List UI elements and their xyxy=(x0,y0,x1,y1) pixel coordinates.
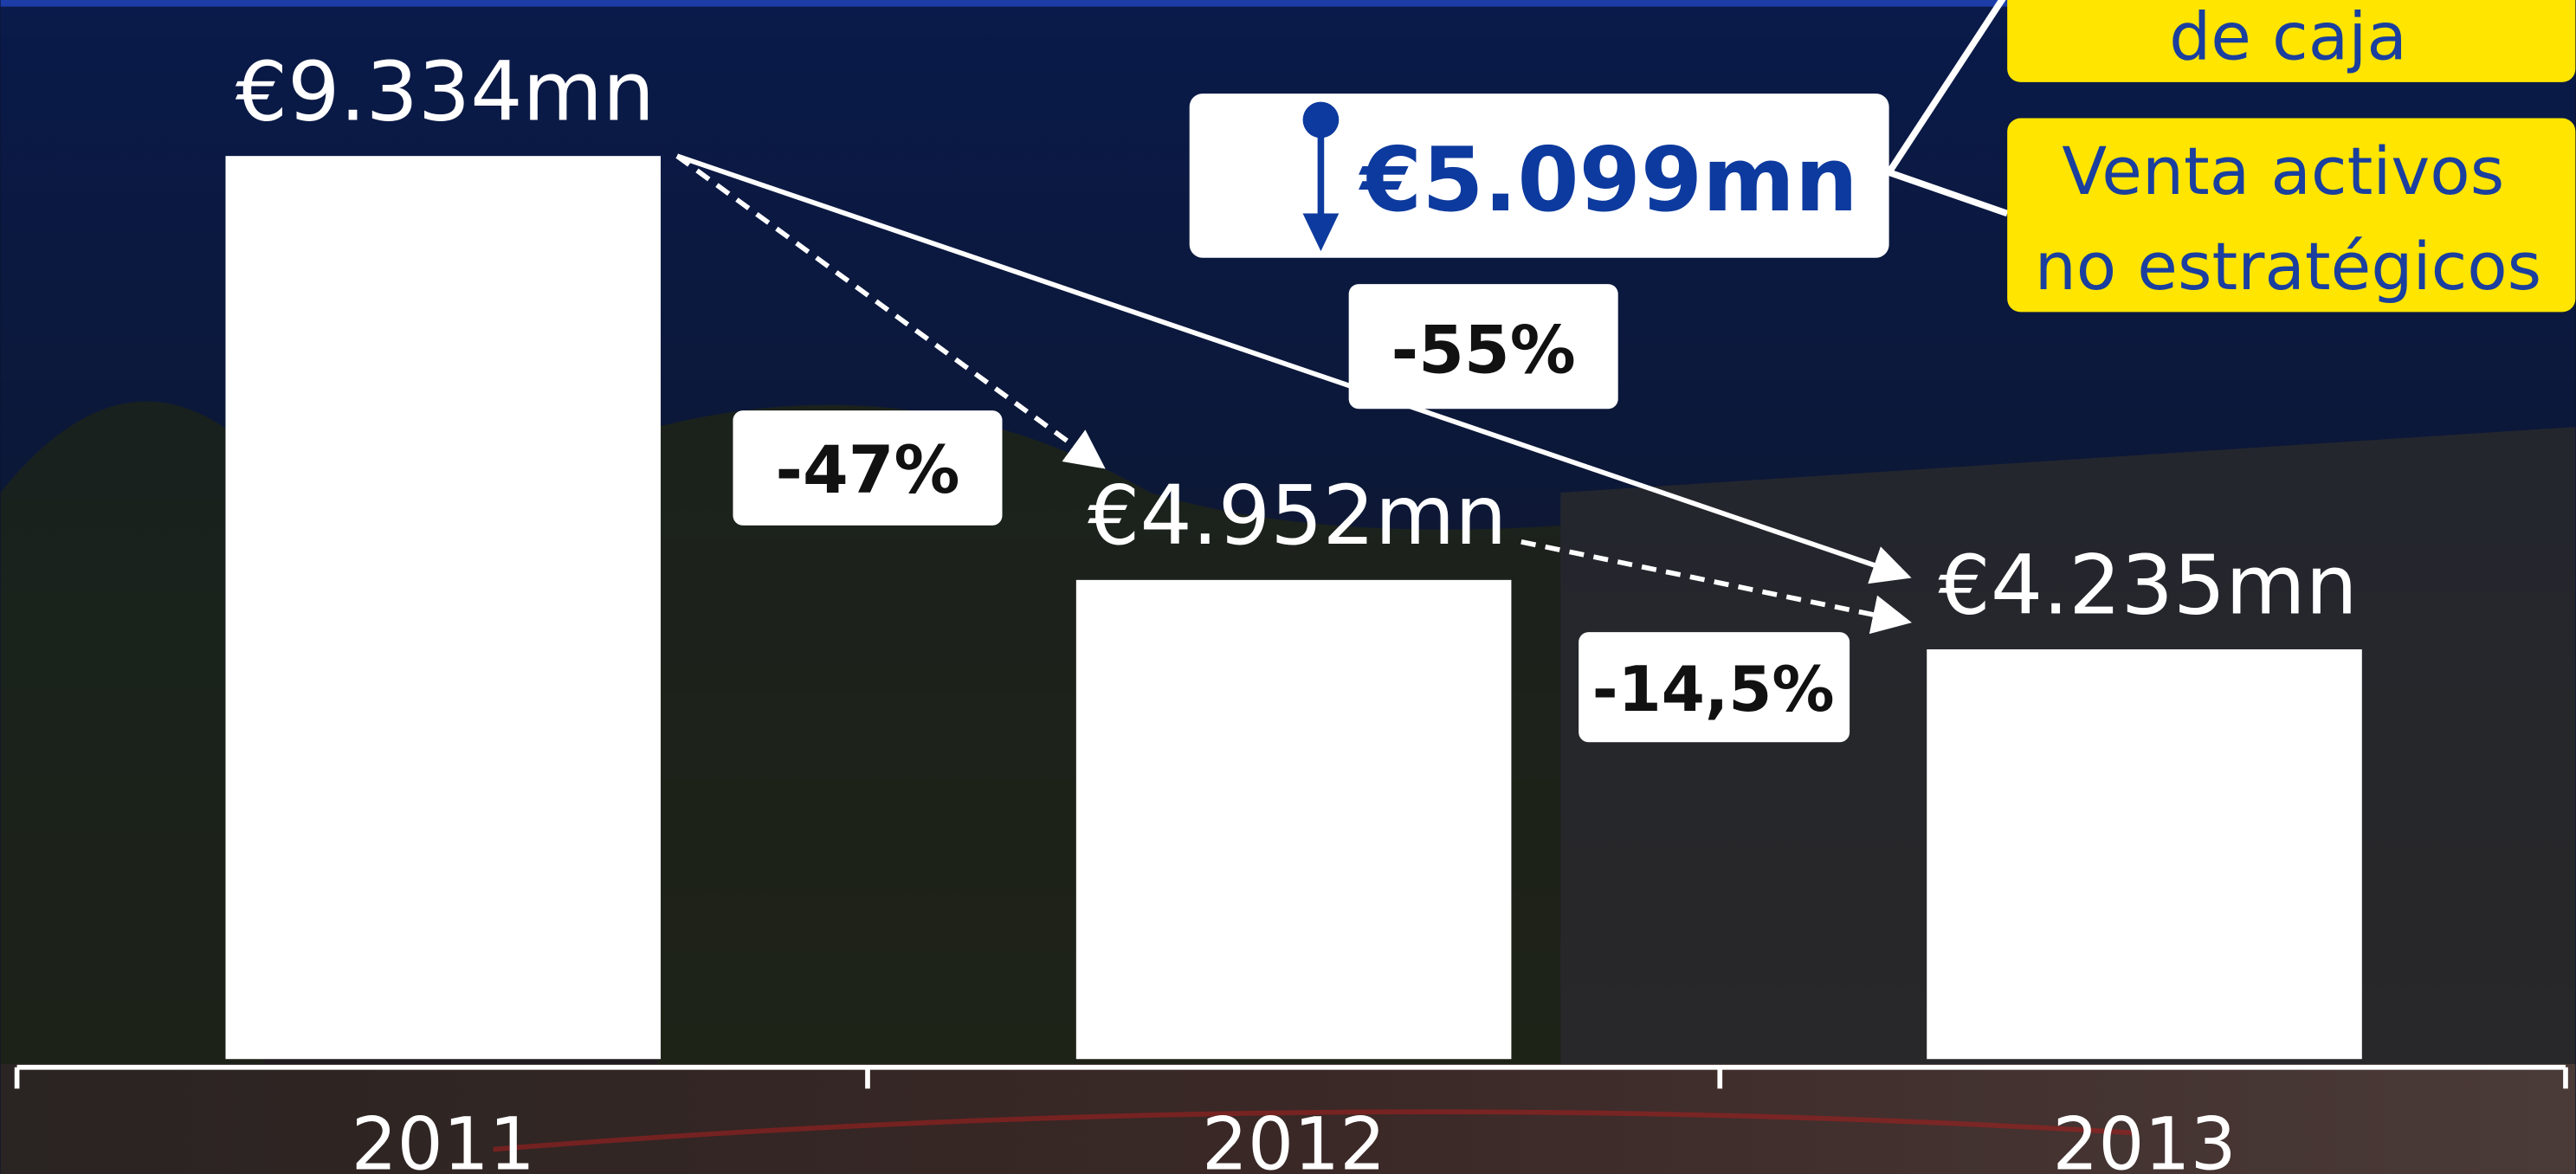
callout-box xyxy=(1189,94,1889,258)
badge-text: -55% xyxy=(1391,313,1576,389)
value-label: €9.334mn xyxy=(236,44,655,139)
badge xyxy=(733,410,1003,526)
badge xyxy=(1348,284,1618,410)
pin-icon xyxy=(1302,213,1340,252)
yellow-text: de caja xyxy=(2169,0,2407,74)
arrow xyxy=(676,153,1912,584)
connector xyxy=(1888,169,2009,217)
x-tick-label: 2012 xyxy=(1202,1102,1385,1174)
x-tick-label: 2011 xyxy=(352,1102,535,1174)
badge xyxy=(1579,632,1850,743)
top-border xyxy=(0,0,2576,7)
x-tick-label: 2013 xyxy=(2052,1102,2236,1174)
yellow-box xyxy=(2007,0,2576,82)
connector xyxy=(1886,0,2006,175)
yellow-text: no estratégicos xyxy=(2035,229,2542,305)
pin-icon xyxy=(1302,101,1340,139)
badge-text: -47% xyxy=(775,432,959,508)
value-label: €4.235mn xyxy=(1939,538,2358,633)
yellow-box xyxy=(2007,118,2576,313)
callout-text: €5.099mn xyxy=(1359,129,1858,232)
arrow xyxy=(675,153,1106,469)
arrow xyxy=(1520,539,1912,635)
light-trail xyxy=(493,1109,2136,1152)
yellow-text: Venta activos xyxy=(2062,133,2504,210)
bar xyxy=(1927,648,2362,1060)
value-label: €4.952mn xyxy=(1088,468,1507,564)
badge-text: -14,5% xyxy=(1592,653,1835,726)
bar xyxy=(1075,579,1512,1060)
trees xyxy=(0,401,264,1068)
bar xyxy=(225,156,662,1060)
road xyxy=(0,1063,2576,1174)
